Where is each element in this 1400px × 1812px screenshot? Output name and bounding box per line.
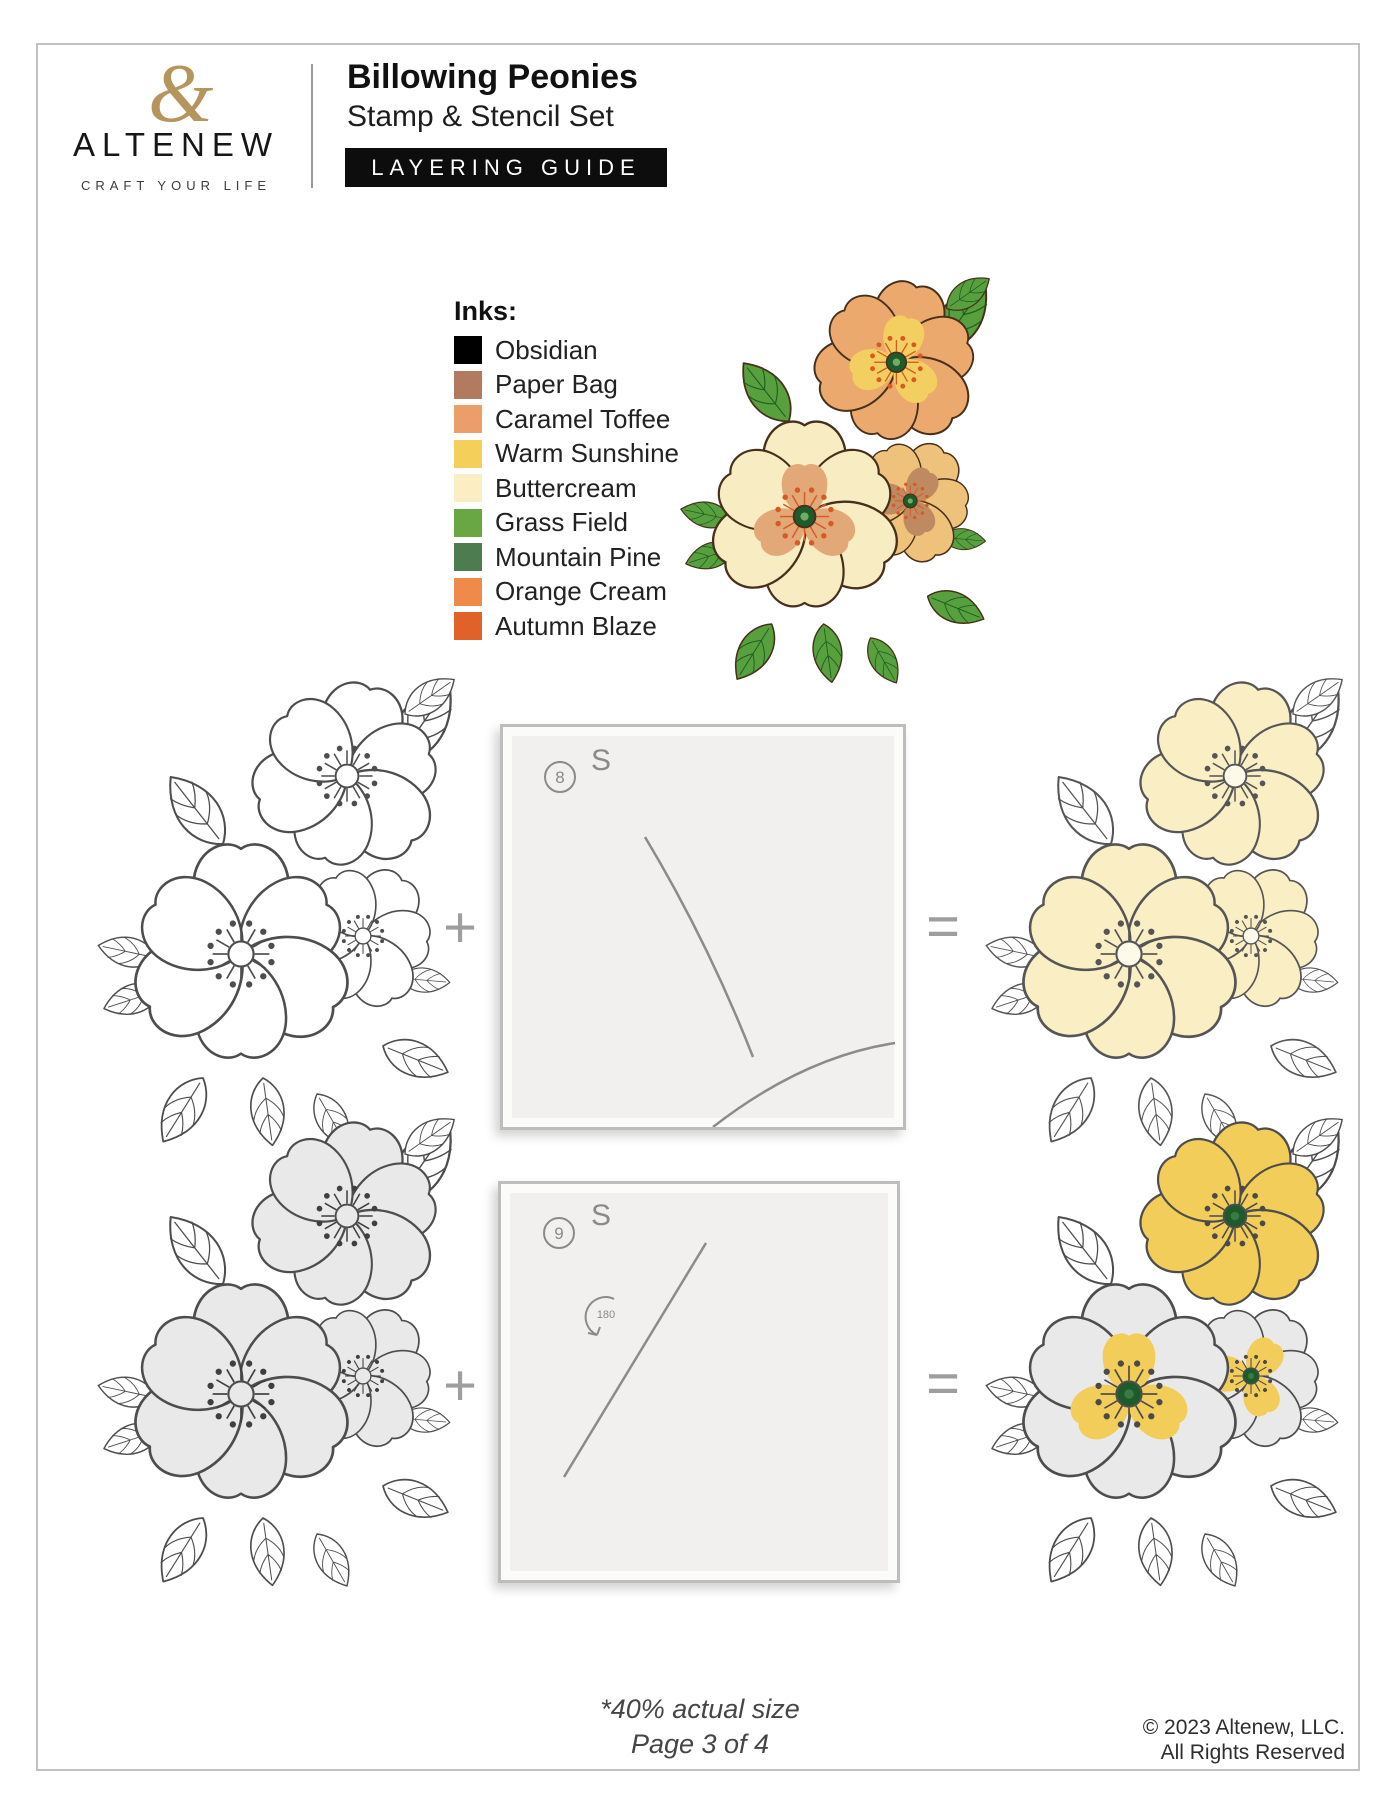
ink-item: Orange Cream xyxy=(454,575,679,610)
ink-item: Autumn Blaze xyxy=(454,609,679,644)
stencil-guide-line xyxy=(562,1242,708,1478)
row2-base-stamp xyxy=(95,1088,455,1588)
stencil-9-art: 9 S 180 xyxy=(501,1199,890,1570)
ink-item: Buttercream xyxy=(454,471,679,506)
scale-note: *40% actual size xyxy=(600,1694,800,1724)
mountain-pine-cutouts xyxy=(501,1229,689,1407)
ink-name: Grass Field xyxy=(495,507,628,538)
stencil-panel-8: 8 S xyxy=(500,724,906,1130)
ink-legend-heading: Inks: xyxy=(454,296,518,326)
stencil-letter: S xyxy=(591,744,611,777)
ink-swatch xyxy=(454,508,482,537)
stencil-number: 8 xyxy=(555,768,564,787)
ink-item: Mountain Pine xyxy=(454,540,679,575)
page-subtitle: Stamp & Stencil Set xyxy=(347,100,614,133)
ink-item: Caramel Toffee xyxy=(454,402,679,437)
copyright: © 2023 Altenew, LLC. All Rights Reserved xyxy=(945,1716,1345,1766)
row1-outline-stamp xyxy=(95,648,455,1148)
row1-result-buttercream xyxy=(983,648,1343,1148)
ink-name: Caramel Toffee xyxy=(495,403,671,434)
ink-legend: Inks: Obsidian Paper Bag Caramel Toffee War… xyxy=(392,296,679,644)
ink-name: Buttercream xyxy=(495,472,637,503)
ink-item: Obsidian xyxy=(454,333,679,368)
layering-guide-banner: LAYERING GUIDE xyxy=(345,148,667,187)
altenew-logo: & ALTENEW CRAFT YOUR LIFE xyxy=(62,52,290,198)
ink-list: Obsidian Paper Bag Caramel Toffee Warm Suns… xyxy=(392,333,679,644)
ink-swatch xyxy=(454,577,482,606)
ink-swatch xyxy=(454,370,482,399)
brand-tagline: CRAFT YOUR LIFE xyxy=(80,178,272,193)
ink-name: Paper Bag xyxy=(495,369,618,400)
ink-swatch xyxy=(454,474,482,503)
ink-swatch xyxy=(454,612,482,641)
stencil-letter: S xyxy=(591,1199,611,1232)
ink-swatch xyxy=(454,439,482,468)
plus-operator: + xyxy=(443,894,477,960)
ink-name: Obsidian xyxy=(495,334,598,365)
page-title: Billowing Peonies xyxy=(347,58,638,96)
page-border xyxy=(36,43,1360,1771)
ink-item: Grass Field xyxy=(454,506,679,541)
ampersand-icon: & xyxy=(148,47,214,140)
colored-stamp-preview xyxy=(678,250,990,686)
buttercream-cutouts xyxy=(510,776,899,1127)
ink-name: Warm Sunshine xyxy=(495,438,679,469)
equals-operator: = xyxy=(926,893,960,959)
rotation-icon: 180 xyxy=(584,1296,615,1336)
ink-swatch xyxy=(454,336,482,365)
rotation-label: 180 xyxy=(597,1309,615,1321)
ink-swatch xyxy=(454,543,482,572)
equals-operator: = xyxy=(926,1350,960,1416)
brand-name: ALTENEW xyxy=(72,126,280,163)
ink-name: Mountain Pine xyxy=(495,541,662,572)
page-number: Page 3 of 4 xyxy=(630,1728,770,1759)
ink-item: Paper Bag xyxy=(454,368,679,403)
header-divider xyxy=(311,64,313,188)
ink-item: Warm Sunshine xyxy=(454,437,679,472)
warm-sunshine-cutouts xyxy=(591,1235,890,1570)
ink-name: Autumn Blaze xyxy=(495,610,657,641)
footer-notes: *40% actual size Page 3 of 4 xyxy=(0,1692,1400,1761)
copyright-line2: All Rights Reserved xyxy=(1160,1740,1345,1764)
plus-operator: + xyxy=(443,1352,477,1418)
stencil-panel-9: 9 S 180 xyxy=(498,1181,900,1583)
ink-name: Orange Cream xyxy=(495,576,667,607)
copyright-line1: © 2023 Altenew, LLC. xyxy=(1142,1716,1345,1739)
row2-result-warm-sunshine xyxy=(983,1088,1343,1588)
stencil-8-art: 8 S xyxy=(510,744,899,1127)
ink-swatch xyxy=(454,405,482,434)
stencil-number: 9 xyxy=(554,1224,563,1243)
